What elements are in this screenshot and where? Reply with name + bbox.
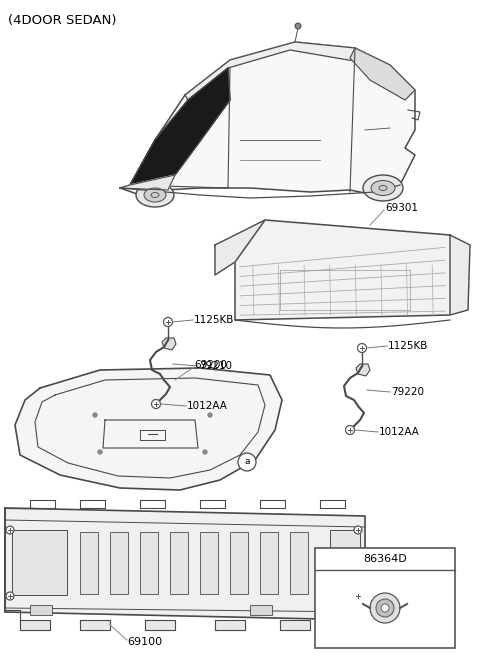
Polygon shape (80, 620, 110, 630)
Bar (230, 532, 248, 594)
Polygon shape (5, 508, 365, 620)
Circle shape (98, 450, 102, 454)
Ellipse shape (379, 185, 387, 191)
Text: 69301: 69301 (385, 203, 418, 213)
Polygon shape (130, 68, 230, 185)
Polygon shape (15, 368, 282, 490)
Circle shape (203, 450, 207, 454)
Circle shape (346, 426, 355, 434)
Ellipse shape (363, 175, 403, 201)
Ellipse shape (144, 188, 166, 202)
Ellipse shape (151, 193, 159, 198)
Polygon shape (235, 220, 460, 320)
Bar (200, 532, 218, 594)
Polygon shape (20, 620, 50, 630)
Polygon shape (145, 620, 175, 630)
Polygon shape (162, 338, 176, 350)
Text: 1012AA: 1012AA (187, 401, 228, 411)
Polygon shape (350, 48, 415, 100)
Text: 1012AA: 1012AA (379, 427, 420, 437)
Circle shape (354, 592, 362, 600)
Circle shape (152, 399, 160, 409)
Bar (330, 530, 360, 595)
Polygon shape (215, 220, 265, 275)
Bar (250, 605, 272, 615)
Text: 79210: 79210 (199, 361, 232, 371)
Polygon shape (330, 620, 360, 630)
Text: 86364D: 86364D (363, 554, 407, 564)
Bar (30, 605, 52, 615)
Bar (140, 532, 158, 594)
Circle shape (295, 23, 301, 29)
Text: 1125KB: 1125KB (388, 341, 428, 351)
Polygon shape (120, 175, 175, 190)
Bar (290, 532, 308, 594)
Circle shape (93, 413, 97, 417)
Polygon shape (120, 42, 415, 195)
Text: 69100: 69100 (127, 637, 162, 647)
Polygon shape (185, 42, 390, 100)
Text: a: a (244, 457, 250, 466)
Polygon shape (450, 235, 470, 315)
Ellipse shape (371, 181, 395, 196)
Bar (12, 530, 67, 595)
Circle shape (164, 317, 172, 327)
Circle shape (370, 593, 400, 623)
Text: 79220: 79220 (391, 387, 424, 397)
Circle shape (376, 599, 394, 617)
Polygon shape (356, 364, 370, 376)
Bar (315, 548, 455, 648)
Circle shape (354, 526, 362, 534)
Circle shape (358, 344, 367, 353)
Text: 1125KB: 1125KB (194, 315, 234, 325)
Bar (110, 532, 128, 594)
Bar (170, 532, 188, 594)
Circle shape (6, 526, 14, 534)
Text: (4DOOR SEDAN): (4DOOR SEDAN) (8, 14, 117, 27)
Bar (80, 532, 98, 594)
Text: 69200: 69200 (194, 360, 227, 370)
Circle shape (381, 604, 389, 612)
Polygon shape (215, 620, 245, 630)
Circle shape (238, 453, 256, 471)
Polygon shape (280, 620, 310, 630)
Circle shape (208, 413, 212, 417)
Circle shape (6, 592, 14, 600)
Ellipse shape (136, 183, 174, 207)
Bar (260, 532, 278, 594)
